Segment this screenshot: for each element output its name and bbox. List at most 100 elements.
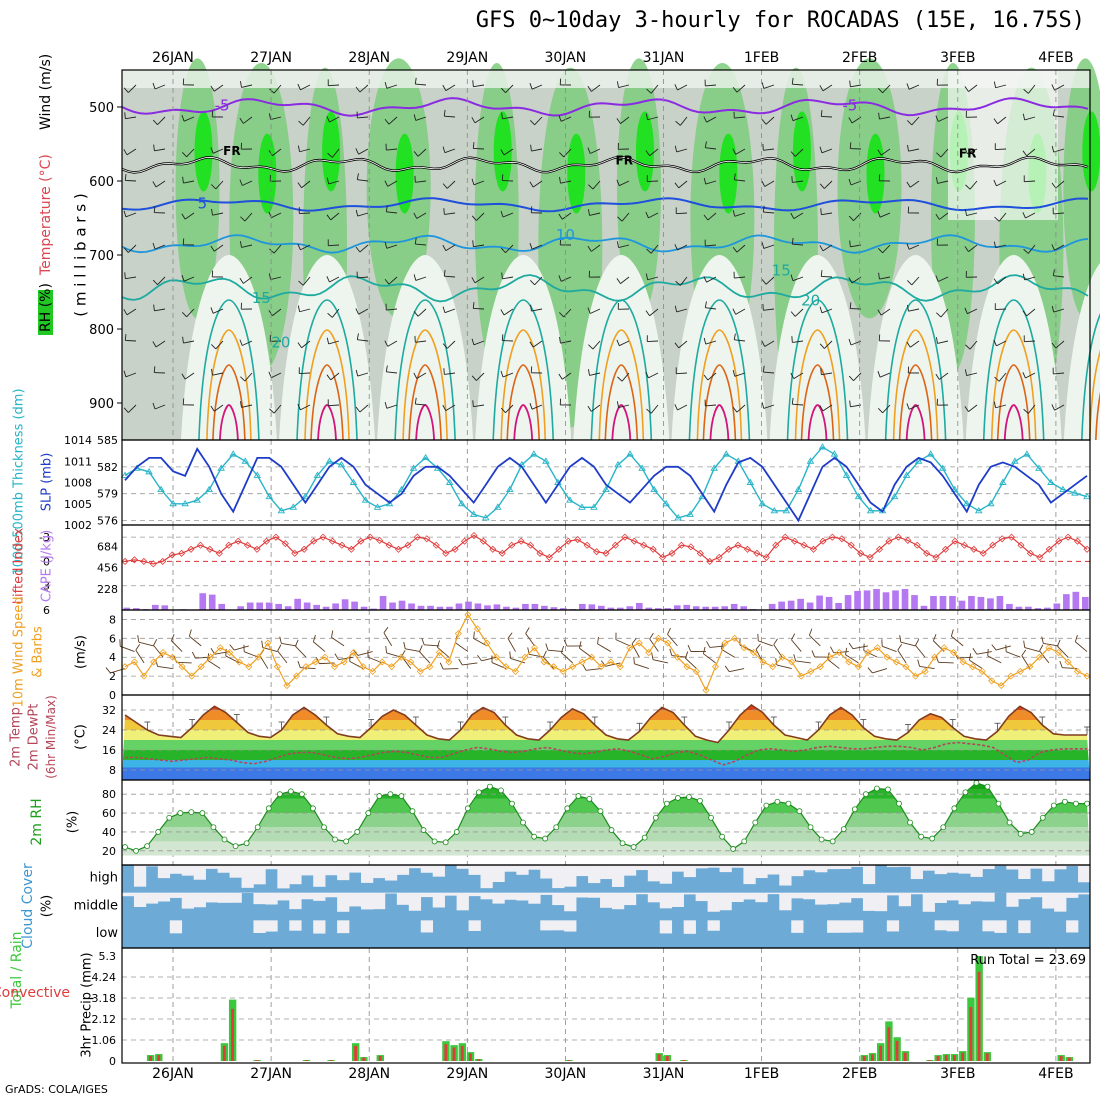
slp-point [145,468,153,475]
wind-barb-10m [421,638,440,647]
wind-barb [907,304,920,312]
profile-ylabel-line: ( m i l l i b a r s ) [71,193,89,316]
wind-speed-point [807,667,815,675]
temperature-band [122,705,1090,710]
slp-point [289,503,298,510]
wind-speed-point [454,630,462,638]
wind-speed-point [1073,667,1082,675]
cloud-gap [540,865,553,879]
wind-barb-10m [545,643,564,653]
temp-contour-25 [990,329,1037,441]
pressure-tick-label: 700 [89,249,114,264]
slp-point [349,478,358,485]
li-point [121,557,129,565]
rh-point [907,819,913,826]
wind-barb [152,276,166,286]
wind-barb [239,116,253,124]
li-point [470,531,478,540]
cloud-gap [337,920,350,934]
precip-convective-bar [378,1055,382,1061]
cloud-gap [325,865,338,876]
wind-barb [268,273,282,281]
li-point [838,535,846,543]
cloud-gap [683,892,696,895]
li-point [366,533,374,541]
cape-bar [427,605,434,610]
cloud-gap [707,892,720,912]
rh-point [730,846,737,852]
cloud-gap [205,892,218,903]
wind-barb [500,244,514,254]
li-point [498,549,506,557]
cape-bar [768,603,776,610]
cloud-gap [695,892,708,902]
wind-speed-point [769,663,777,671]
cloud-row-label: middle [74,898,118,913]
cloud-gap [349,865,362,873]
li-point [932,553,940,561]
cloud-gap [480,892,493,900]
wind-barb [703,177,717,185]
rh-point [520,819,526,826]
rh-point [453,829,460,835]
wind-barb-10m [881,639,897,652]
wind-speed-point [864,648,872,657]
date-label-bottom: 1FEB [744,1066,779,1082]
wind-barb [529,243,543,250]
wind-barb-10m [331,630,345,647]
li-point [508,541,516,549]
wind-barb [616,241,630,249]
slp-point [578,503,586,510]
rh-point [1017,830,1024,837]
rh-point [874,785,880,792]
temp-contour-35 [513,404,534,441]
wind-speed-point [892,658,901,666]
cloud-gap [169,892,183,898]
wind-barb [1051,404,1065,411]
slp-point [938,464,947,471]
li-line [124,534,1088,565]
cape-bar [816,595,823,610]
wind-speed-point [997,681,1005,690]
slp-point [409,464,418,471]
slp-point [830,450,839,457]
temp-contour-30 [506,364,541,441]
cape-bar [645,607,653,610]
wind-speed-point [511,667,520,675]
thickness-label-line: 1000-500mb Thickness (dm) [12,388,27,575]
wind-tick-label: 0 [109,689,116,702]
wind-barb [413,372,427,379]
wind-barb [239,276,253,284]
li-point [941,545,950,553]
li-point [772,541,780,549]
cloud-gap [576,865,589,877]
li-point [564,537,572,545]
wind-barb [181,275,195,282]
li-point [1055,537,1063,545]
cloud-gap [122,892,135,897]
cloud-gap [241,865,254,888]
wind-barb [616,116,630,124]
wind-barb [1022,308,1036,317]
wind-barb-10m [1074,634,1088,652]
wind-speed-point [797,672,805,680]
wind-speed-point [854,663,862,671]
cloud-gap [133,865,147,887]
cape-bar [863,590,871,610]
cloud-gap [623,892,637,906]
mixed-layer-plume [475,255,572,440]
cloud-gap [552,865,565,889]
li-point [517,537,525,545]
temp-contour-30 [996,364,1031,441]
wind-barb [385,143,398,151]
cloud-gap [791,892,804,899]
mixed-layer-plume [965,255,1062,440]
wind-barb [297,340,311,349]
cape-bar [692,606,700,610]
wind-barb [616,276,630,284]
li-point [545,553,553,561]
wind-barb [761,82,775,89]
wind-barb [1023,404,1036,414]
cloud-gap [731,892,744,902]
cape-bar [199,593,207,610]
